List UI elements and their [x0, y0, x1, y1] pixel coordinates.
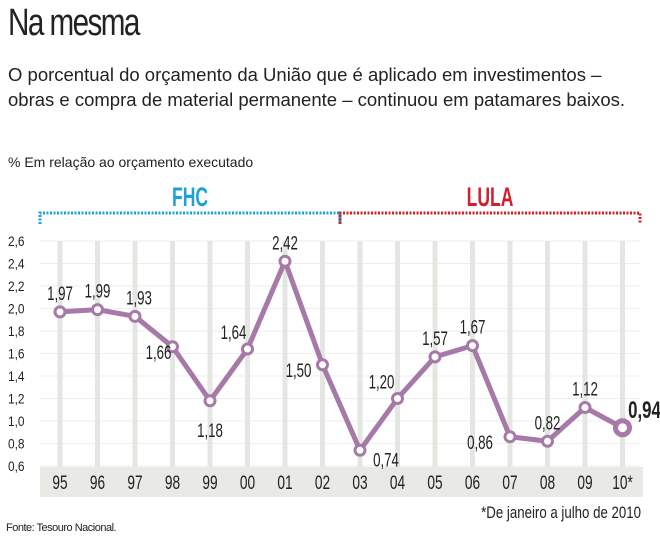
- x-tick-label: 98: [165, 472, 180, 494]
- data-label: 1,99: [85, 281, 111, 302]
- x-tick-label: 07: [502, 472, 517, 494]
- x-tick-label: 95: [52, 472, 67, 494]
- data-label: 1,66: [146, 343, 172, 364]
- data-label: 1,50: [286, 361, 312, 382]
- unit-label: % Em relação ao orçamento executado: [8, 154, 254, 170]
- x-tick-label: 05: [427, 472, 442, 494]
- x-tick-label: 96: [90, 472, 105, 494]
- data-point: [278, 254, 292, 268]
- y-tick-label: 1,6: [8, 346, 25, 362]
- x-axis-band: [40, 467, 643, 497]
- x-tick-label: 08: [540, 472, 555, 494]
- data-label: 1,64: [221, 323, 247, 344]
- x-tick-label: 03: [352, 472, 367, 494]
- data-point: [578, 401, 592, 414]
- y-tick-label: 2,0: [8, 301, 25, 317]
- x-tick-label: 09: [577, 472, 592, 494]
- data-label: 2,42: [272, 233, 298, 254]
- data-point: [128, 309, 142, 323]
- data-label: 1,57: [422, 329, 448, 350]
- x-tick-label: 06: [465, 472, 480, 494]
- y-tick-label: 0,8: [8, 436, 25, 452]
- data-point: [316, 358, 329, 372]
- data-label: 0,74: [373, 450, 399, 471]
- data-point: [466, 339, 479, 353]
- footnote: *De janeiro a julho de 2010: [481, 504, 641, 523]
- series-line: [59, 258, 624, 453]
- data-label: 1,18: [197, 421, 223, 442]
- data-point: [391, 392, 404, 405]
- data-label: 0,94: [628, 397, 660, 424]
- x-tick-label: 99: [202, 472, 217, 494]
- period-label: FHC: [172, 181, 208, 212]
- period-label: LULA: [467, 181, 514, 212]
- y-tick-label: 1,8: [8, 323, 25, 339]
- data-point: [166, 340, 179, 354]
- data-label: 0,82: [535, 413, 561, 434]
- data-point: [241, 342, 254, 356]
- data-point: [353, 443, 367, 457]
- data-point: [428, 350, 442, 364]
- data-label: 1,12: [572, 379, 598, 400]
- data-point: [53, 305, 67, 319]
- x-tick-label: 00: [240, 472, 255, 494]
- period-bracket: [38, 211, 342, 224]
- chart-title: Na mesma: [8, 2, 140, 44]
- x-tick-label: 97: [127, 472, 142, 494]
- source-note: Fonte: Tesouro Nacional.: [6, 522, 117, 534]
- period-bracket: [338, 211, 642, 224]
- data-point: [541, 434, 554, 448]
- y-tick-label: 1,2: [8, 391, 25, 407]
- data-point: [503, 430, 517, 444]
- data-point: [613, 418, 632, 438]
- data-label: 1,20: [369, 372, 395, 393]
- x-tick-label: 10*: [612, 472, 633, 494]
- y-tick-label: 2,6: [8, 233, 25, 249]
- y-tick-label: 2,2: [8, 278, 25, 294]
- data-point: [91, 303, 104, 317]
- data-point: [203, 394, 217, 408]
- y-tick-label: 1,0: [8, 413, 25, 429]
- y-tick-label: 2,4: [8, 256, 25, 272]
- data-label: 1,97: [47, 284, 73, 305]
- x-tick-label: 01: [277, 472, 292, 494]
- chart-subtitle: O porcentual do orçamento da União que é…: [8, 64, 626, 110]
- y-tick-label: 0,6: [8, 458, 25, 474]
- x-tick-label: 04: [390, 472, 405, 494]
- data-label: 1,67: [460, 317, 486, 338]
- x-tick-label: 02: [315, 472, 330, 494]
- data-label: 1,93: [126, 288, 152, 309]
- y-tick-label: 1,4: [8, 368, 25, 384]
- data-label: 0,86: [467, 433, 493, 454]
